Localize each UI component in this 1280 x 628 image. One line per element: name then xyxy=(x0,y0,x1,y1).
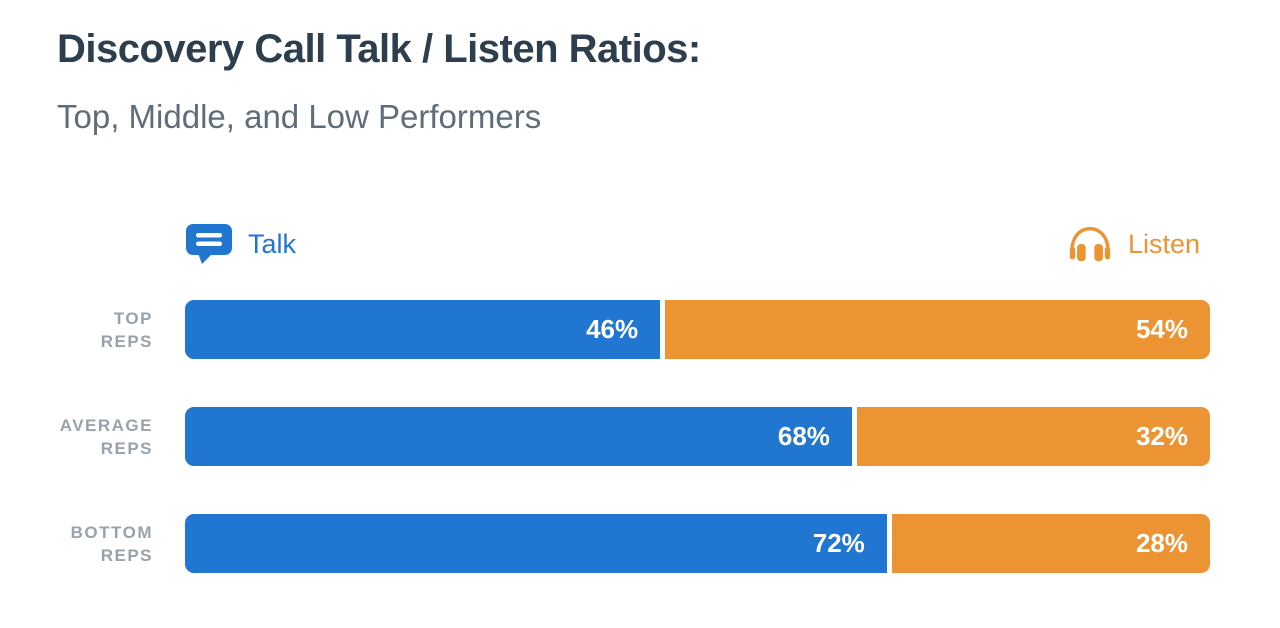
category-label-line: REPS xyxy=(100,438,153,458)
chart-title: Discovery Call Talk / Listen Ratios: xyxy=(57,27,701,71)
legend-label-talk: Talk xyxy=(248,228,297,259)
category-label-line: BOTTOM xyxy=(70,522,153,542)
legend-item-talk: Talk xyxy=(185,223,296,265)
category-label-line: REPS xyxy=(100,331,153,351)
listen-value: 32% xyxy=(1135,421,1188,452)
talk-segment: 72% xyxy=(185,514,887,574)
bar-row-bottom-reps: BOTTOM REPS 72% 28% xyxy=(57,514,1210,574)
listen-value: 54% xyxy=(1135,314,1188,345)
bar-row-top-reps: TOP REPS 46% 54% xyxy=(57,300,1210,360)
talk-segment: 46% xyxy=(185,300,661,360)
category-label-line: REPS xyxy=(100,545,153,565)
category-label: AVERAGE REPS xyxy=(57,414,153,460)
category-label: BOTTOM REPS xyxy=(57,521,153,567)
chart-subtitle: Top, Middle, and Low Performers xyxy=(57,98,542,136)
talk-value: 72% xyxy=(812,528,865,559)
speech-bubble-icon xyxy=(185,223,233,265)
talk-value: 46% xyxy=(586,314,639,345)
headphones-icon xyxy=(1067,224,1113,264)
chart-legend: Talk Listen xyxy=(185,223,1210,265)
listen-segment: 28% xyxy=(891,514,1210,574)
category-label-line: TOP xyxy=(113,308,153,328)
category-label: TOP REPS xyxy=(57,307,153,353)
talk-value: 68% xyxy=(777,421,830,452)
bar-row-average-reps: AVERAGE REPS 68% 32% xyxy=(57,407,1210,467)
talk-segment: 68% xyxy=(185,407,852,467)
listen-segment: 32% xyxy=(856,407,1210,467)
stacked-bar: 46% 54% xyxy=(185,300,1210,360)
category-label-line: AVERAGE xyxy=(59,415,153,435)
listen-value: 28% xyxy=(1135,528,1188,559)
legend-item-listen: Listen xyxy=(1067,224,1210,264)
stacked-bar: 72% 28% xyxy=(185,514,1210,574)
legend-label-listen: Listen xyxy=(1127,228,1200,259)
listen-segment: 54% xyxy=(665,300,1210,360)
stacked-bar: 68% 32% xyxy=(185,407,1210,467)
